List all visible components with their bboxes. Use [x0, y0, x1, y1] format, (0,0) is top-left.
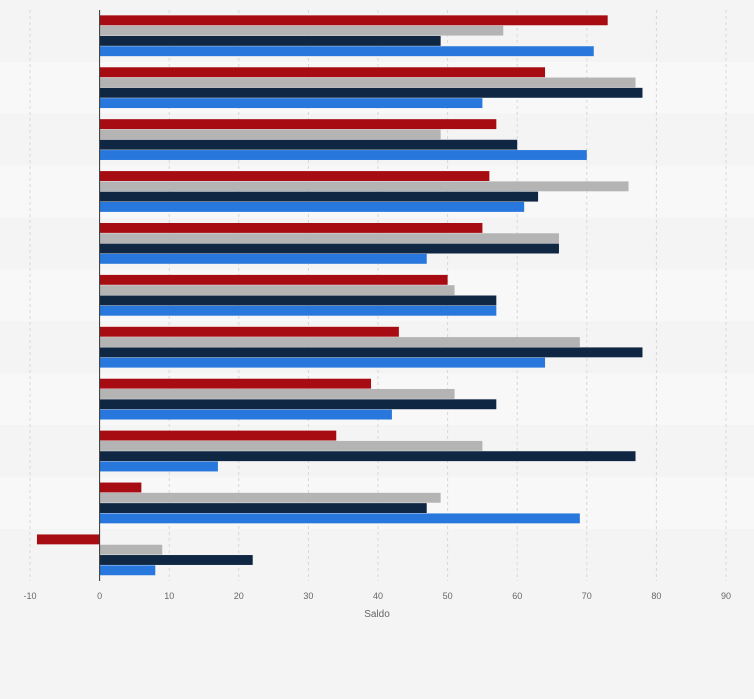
bar[interactable]	[99, 191, 539, 202]
x-tick-label: 80	[651, 591, 661, 601]
bar[interactable]	[99, 503, 427, 514]
bar[interactable]	[99, 253, 427, 264]
bar[interactable]	[99, 25, 504, 36]
bar[interactable]	[99, 544, 163, 555]
bar[interactable]	[99, 513, 580, 524]
bars	[36, 15, 643, 576]
bar[interactable]	[99, 337, 580, 348]
bar[interactable]	[99, 119, 497, 130]
bar[interactable]	[99, 482, 142, 493]
bar[interactable]	[99, 565, 156, 576]
x-tick-label: 90	[721, 591, 731, 601]
x-tick-label: -10	[23, 591, 36, 601]
bar[interactable]	[99, 451, 636, 462]
x-tick-label: 0	[97, 591, 102, 601]
bar[interactable]	[99, 389, 455, 399]
bar[interactable]	[99, 357, 546, 368]
bar[interactable]	[99, 233, 559, 244]
x-tick-label: 20	[234, 591, 244, 601]
x-axis-title: Saldo	[364, 609, 390, 620]
bar[interactable]	[99, 181, 629, 192]
bar[interactable]	[99, 15, 608, 26]
bar[interactable]	[99, 430, 337, 441]
x-tick-label: 70	[582, 591, 592, 601]
x-tick-label: 30	[303, 591, 313, 601]
x-tick-label: 10	[164, 591, 174, 601]
bar[interactable]	[99, 150, 587, 160]
x-tick-label: 40	[373, 591, 383, 601]
bar[interactable]	[99, 555, 253, 565]
bar[interactable]	[99, 378, 372, 389]
bar[interactable]	[99, 222, 483, 233]
bar[interactable]	[99, 243, 559, 254]
bar[interactable]	[99, 409, 392, 420]
bar[interactable]	[99, 305, 497, 316]
bar[interactable]	[99, 461, 218, 472]
bar[interactable]	[99, 171, 490, 181]
bar[interactable]	[99, 399, 497, 410]
bar[interactable]	[99, 285, 455, 296]
grid-lines	[29, 10, 727, 581]
bar[interactable]	[99, 326, 399, 337]
bar[interactable]	[99, 129, 441, 140]
bar[interactable]	[99, 295, 497, 306]
bar[interactable]	[99, 492, 441, 503]
x-tick-label: 60	[512, 591, 522, 601]
bar[interactable]	[99, 98, 483, 109]
value-axis: -10 0 10 20 30 40 50 60 70 80 90	[23, 10, 731, 601]
bar[interactable]	[99, 35, 441, 46]
bar[interactable]	[99, 77, 636, 88]
bar[interactable]	[36, 534, 100, 545]
bar[interactable]	[99, 274, 448, 285]
bar[interactable]	[99, 440, 483, 451]
bar[interactable]	[99, 139, 518, 150]
x-tick-label: 50	[443, 591, 453, 601]
bar[interactable]	[99, 46, 594, 57]
bar[interactable]	[99, 347, 643, 358]
bar[interactable]	[99, 87, 643, 98]
bar[interactable]	[99, 67, 546, 78]
bar[interactable]	[99, 201, 525, 212]
